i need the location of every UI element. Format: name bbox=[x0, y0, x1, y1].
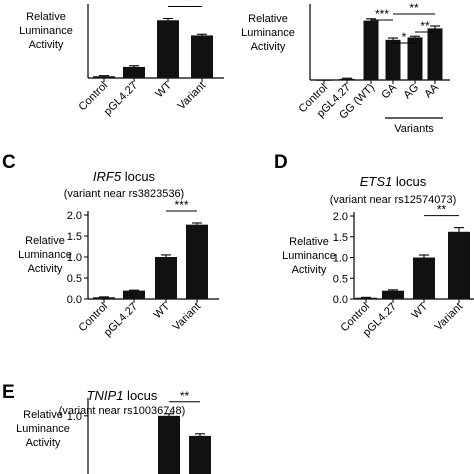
panel-d-ytick-label: 1.0 bbox=[333, 253, 348, 265]
panel-e-title-gene: TNIP1 bbox=[87, 388, 124, 403]
panel-d-title-gene: ETS1 bbox=[360, 174, 393, 189]
panel-c-ytick-label: 2.0 bbox=[67, 210, 82, 222]
panel-b-bar bbox=[339, 78, 355, 80]
panel-d-subtitle: (variant near rs12574073) bbox=[330, 194, 457, 206]
panel-b-sig-label: * bbox=[402, 30, 407, 44]
panel-letter-e: E bbox=[2, 382, 15, 403]
panel-e-subtitle: (variant near rs10036748) bbox=[59, 405, 186, 417]
panel-a-bar bbox=[93, 76, 115, 78]
panel-d-ylabel-line: Relative bbox=[289, 236, 329, 248]
panel-e-sig-label: ** bbox=[180, 389, 190, 403]
panel-c-bar bbox=[123, 290, 145, 299]
panel-letter-d: D bbox=[274, 152, 288, 173]
panel-c-xtick-label: WT bbox=[152, 300, 173, 321]
panel-e-title: TNIP1 locus bbox=[87, 388, 158, 403]
panel-d-bar bbox=[448, 231, 470, 299]
panel-d-bar bbox=[382, 290, 404, 299]
panel-a-bar bbox=[191, 35, 213, 78]
panel-c-bar bbox=[186, 224, 208, 299]
panel-b-group-label: Variants bbox=[394, 123, 434, 135]
panel-d-xtick-label: WT bbox=[410, 300, 431, 321]
panel-c-ylabel-line: Relative bbox=[25, 235, 65, 247]
panel-b-bar bbox=[385, 39, 401, 80]
panel-b-sig-label: *** bbox=[375, 7, 389, 21]
panel-d-ytick-label: 0.0 bbox=[333, 294, 348, 306]
panel-e-ytick-label: 1.0 bbox=[67, 411, 82, 423]
panel-e-bar bbox=[189, 435, 211, 474]
panel-c-title-suffix: locus bbox=[121, 169, 155, 184]
panel-c-ytick-label: 1.0 bbox=[67, 252, 82, 264]
panel-c-title: IRF5 locus bbox=[93, 169, 156, 184]
panel-e-ylabel-line: Activity bbox=[26, 437, 61, 449]
panel-a-ylabel-line: Luminance bbox=[19, 25, 73, 37]
panel-a-xtick-label: WT bbox=[154, 79, 175, 100]
panel-b-ylabel-line: Activity bbox=[251, 41, 286, 53]
panel-a-ylabel-line: Relative bbox=[26, 11, 66, 23]
panel-e-ylabel-line: Relative bbox=[23, 409, 63, 421]
panel-c-ytick-label: 1.5 bbox=[67, 231, 82, 243]
panel-c-ytick-label: 0.0 bbox=[67, 294, 82, 306]
panel-b-sig-label: ** bbox=[420, 19, 430, 33]
panel-c-sig-label: *** bbox=[174, 198, 188, 212]
panel-b-xtick-label: AA bbox=[422, 81, 441, 100]
panel-d-ytick-label: 0.5 bbox=[333, 273, 348, 285]
panel-letter-c: C bbox=[2, 152, 16, 173]
panel-b-xtick-label: GA bbox=[379, 81, 399, 101]
panel-b-xtick-label: AG bbox=[401, 82, 421, 102]
panel-b-bar bbox=[427, 28, 443, 80]
panel-c-ylabel-line: Luminance bbox=[18, 249, 72, 261]
panel-c-ylabel-line: Activity bbox=[28, 263, 63, 275]
panel-d-ytick-label: 1.5 bbox=[333, 232, 348, 244]
panel-a-sig-label: *** bbox=[178, 0, 192, 8]
panel-d-title: ETS1 locus bbox=[360, 174, 427, 189]
panel-e-title-suffix: locus bbox=[123, 388, 157, 403]
panel-d-bar bbox=[413, 257, 435, 299]
panel-b-bar bbox=[363, 20, 379, 81]
panel-d-ylabel-line: Luminance bbox=[282, 250, 336, 262]
panel-c-ytick-label: 0.5 bbox=[67, 273, 82, 285]
panel-d-xtick-label: Variant bbox=[433, 301, 466, 334]
panel-c-title-gene: IRF5 bbox=[93, 169, 122, 184]
panel-d-title-suffix: locus bbox=[392, 174, 426, 189]
panel-b-ylabel-line: Luminance bbox=[241, 27, 295, 39]
panel-a-bar bbox=[123, 66, 145, 78]
panel-c-subtitle: (variant near rs3823536) bbox=[64, 188, 184, 200]
panel-a-bar bbox=[157, 20, 179, 78]
panel-c-xtick-label: pGL4.27 bbox=[102, 301, 140, 339]
panel-c-xtick-label: Variant bbox=[171, 301, 204, 334]
panel-d-bar bbox=[355, 297, 377, 299]
panel-b-sig-label: ** bbox=[409, 1, 419, 15]
panel-a-ylabel-line: Activity bbox=[29, 39, 64, 51]
panel-e-bar bbox=[158, 415, 180, 474]
panel-c-bar bbox=[155, 257, 177, 299]
panel-a-xtick-label: Variant bbox=[176, 80, 209, 113]
panel-c-bar bbox=[93, 297, 115, 299]
panel-b-bar bbox=[407, 37, 423, 80]
panel-d-ytick-label: 2.0 bbox=[333, 211, 348, 223]
panel-b-ylabel-line: Relative bbox=[248, 13, 288, 25]
panel-a-xtick-label: pGL4.27 bbox=[102, 80, 140, 118]
panel-e-ylabel-line: Luminance bbox=[16, 423, 70, 435]
panel-d-ylabel-line: Activity bbox=[292, 264, 327, 276]
panel-d-sig-label: ** bbox=[437, 203, 447, 217]
